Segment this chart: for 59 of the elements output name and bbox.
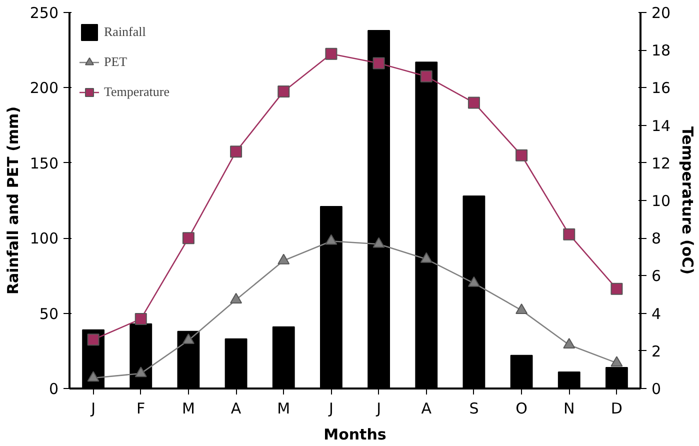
y-tick-label: 100 [30, 230, 59, 248]
y2-tick-label: 2 [652, 342, 662, 360]
y2-tick-label: 10 [652, 192, 671, 210]
y2-tick-label: 8 [652, 230, 662, 248]
y2-tick-label: 0 [652, 380, 662, 398]
point [325, 48, 338, 60]
point [87, 334, 100, 346]
point [610, 356, 623, 367]
point [278, 254, 290, 264]
y-tick-label: 150 [30, 154, 59, 172]
x-tick-label: D [610, 400, 622, 418]
legend-label: Temperature [104, 84, 170, 100]
point [230, 146, 242, 158]
x-axis-title: Months [324, 426, 386, 444]
y2-axis-title: Temperature (oC) [678, 126, 697, 275]
x-tick-label: J [376, 400, 382, 418]
y2-tick-label: 14 [652, 116, 671, 135]
y-tick-label: 250 [30, 4, 59, 22]
y2-tick-label: 6 [652, 267, 662, 286]
point [182, 334, 194, 344]
x-tick-label: O [516, 400, 528, 418]
point [182, 232, 194, 244]
y2-tick-label: 18 [652, 42, 671, 60]
point [278, 85, 290, 98]
legend-label: PET [104, 54, 128, 70]
x-tick-label: A [230, 400, 242, 418]
point [610, 282, 623, 295]
point [372, 237, 385, 248]
y2-tick-label: 12 [652, 154, 671, 172]
point [134, 366, 147, 378]
point [516, 149, 528, 162]
point [468, 96, 480, 109]
x-tick-label: S [469, 400, 479, 418]
x-tick-label: J [328, 400, 334, 418]
point [563, 228, 576, 240]
y-tick-label: 0 [48, 380, 59, 398]
legend-label: Rainfall [104, 24, 146, 40]
point [372, 57, 385, 70]
y2-tick-label: 4 [652, 304, 662, 323]
x-tick-label: M [277, 400, 290, 418]
y2-tick-label: 20 [652, 4, 671, 22]
point [516, 303, 528, 314]
y2-tick-label: 16 [652, 79, 671, 98]
x-tick-label: F [136, 400, 146, 418]
x-tick-label: A [421, 400, 432, 418]
point [420, 252, 432, 263]
point [468, 276, 480, 287]
y-axis-title: Rainfall and PET (mm) [4, 106, 22, 295]
point [325, 234, 338, 245]
y-tick-label: 200 [30, 79, 59, 98]
x-tick-label: N [564, 400, 575, 418]
y-tick-label: 50 [39, 304, 59, 323]
point [87, 371, 100, 382]
x-tick-label: J [90, 400, 96, 418]
point [563, 338, 576, 349]
point [134, 312, 147, 325]
point [230, 292, 242, 304]
x-tick-label: M [182, 400, 195, 418]
point [420, 70, 432, 82]
